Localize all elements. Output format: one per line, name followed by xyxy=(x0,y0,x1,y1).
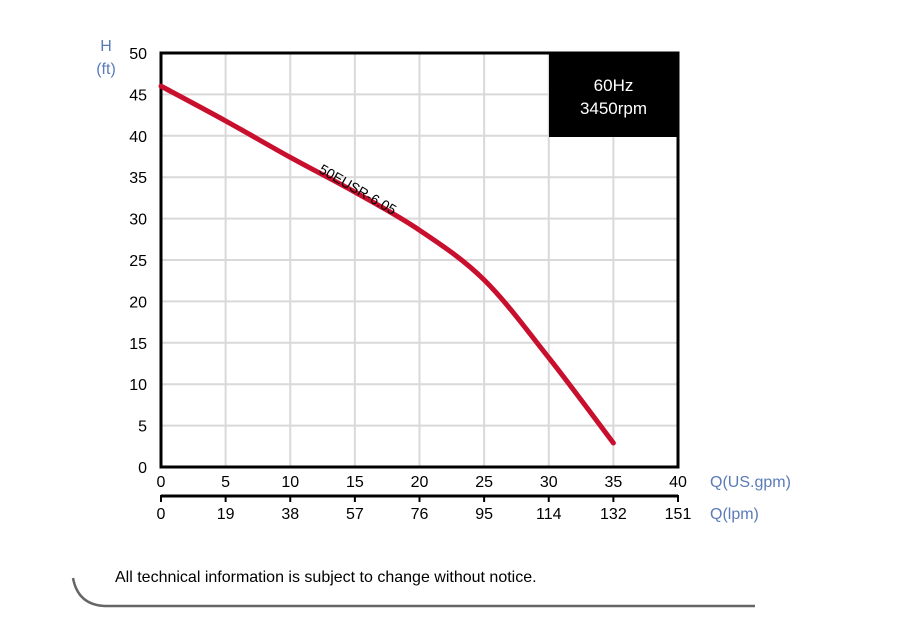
y-tick-label: 10 xyxy=(129,377,147,394)
x-tick-label-lpm: 114 xyxy=(536,506,562,523)
info-box xyxy=(549,53,678,137)
y-tick-label: 0 xyxy=(138,460,147,477)
y-tick-label: 30 xyxy=(129,212,147,229)
x-tick-label-gpm: 15 xyxy=(346,474,364,491)
x-tick-label-lpm: 132 xyxy=(600,506,627,523)
x-axis-title-gpm: Q(US.gpm) xyxy=(710,474,791,491)
y-tick-label: 35 xyxy=(129,170,147,187)
x-tick-label-lpm: 38 xyxy=(281,506,299,523)
x-tick-label-gpm: 20 xyxy=(411,474,429,491)
disclaimer-note: All technical information is subject to … xyxy=(115,569,537,586)
y-tick-label: 15 xyxy=(129,336,147,353)
info-box-frequency: 60Hz xyxy=(594,76,634,95)
x-tick-label-gpm: 0 xyxy=(157,474,166,491)
x-tick-label-gpm: 10 xyxy=(281,474,299,491)
x-tick-label-lpm: 151 xyxy=(665,506,692,523)
pump-curve-line xyxy=(158,83,616,446)
y-axis-unit: (ft) xyxy=(96,61,116,78)
y-tick-label: 20 xyxy=(129,294,147,311)
y-tick-label: 25 xyxy=(129,253,147,270)
y-tick-label: 40 xyxy=(129,129,147,146)
x-tick-label-lpm: 76 xyxy=(411,506,429,523)
y-tick-label: 5 xyxy=(138,419,147,436)
x-tick-label-gpm: 25 xyxy=(475,474,493,491)
y-tick-label: 50 xyxy=(129,46,147,63)
x-tick-label-lpm: 57 xyxy=(346,506,364,523)
y-tick-label: 45 xyxy=(129,87,147,104)
x-tick-label-lpm: 19 xyxy=(217,506,235,523)
x-tick-label-gpm: 5 xyxy=(221,474,230,491)
x-axis-title-lpm: Q(lpm) xyxy=(710,506,759,523)
x-tick-label-gpm: 35 xyxy=(604,474,622,491)
footer-underline-decoration xyxy=(71,577,755,608)
x-tick-label-lpm: 95 xyxy=(475,506,493,523)
x-tick-label-gpm: 30 xyxy=(540,474,558,491)
y-axis-title: H xyxy=(100,38,112,55)
x-tick-label-lpm: 0 xyxy=(157,506,166,523)
plot-frame xyxy=(159,51,680,469)
x-tick-label-gpm: 40 xyxy=(669,474,687,491)
curve-label: 50EUSR-6.05 xyxy=(317,161,400,218)
info-box-speed: 3450rpm xyxy=(580,99,647,118)
